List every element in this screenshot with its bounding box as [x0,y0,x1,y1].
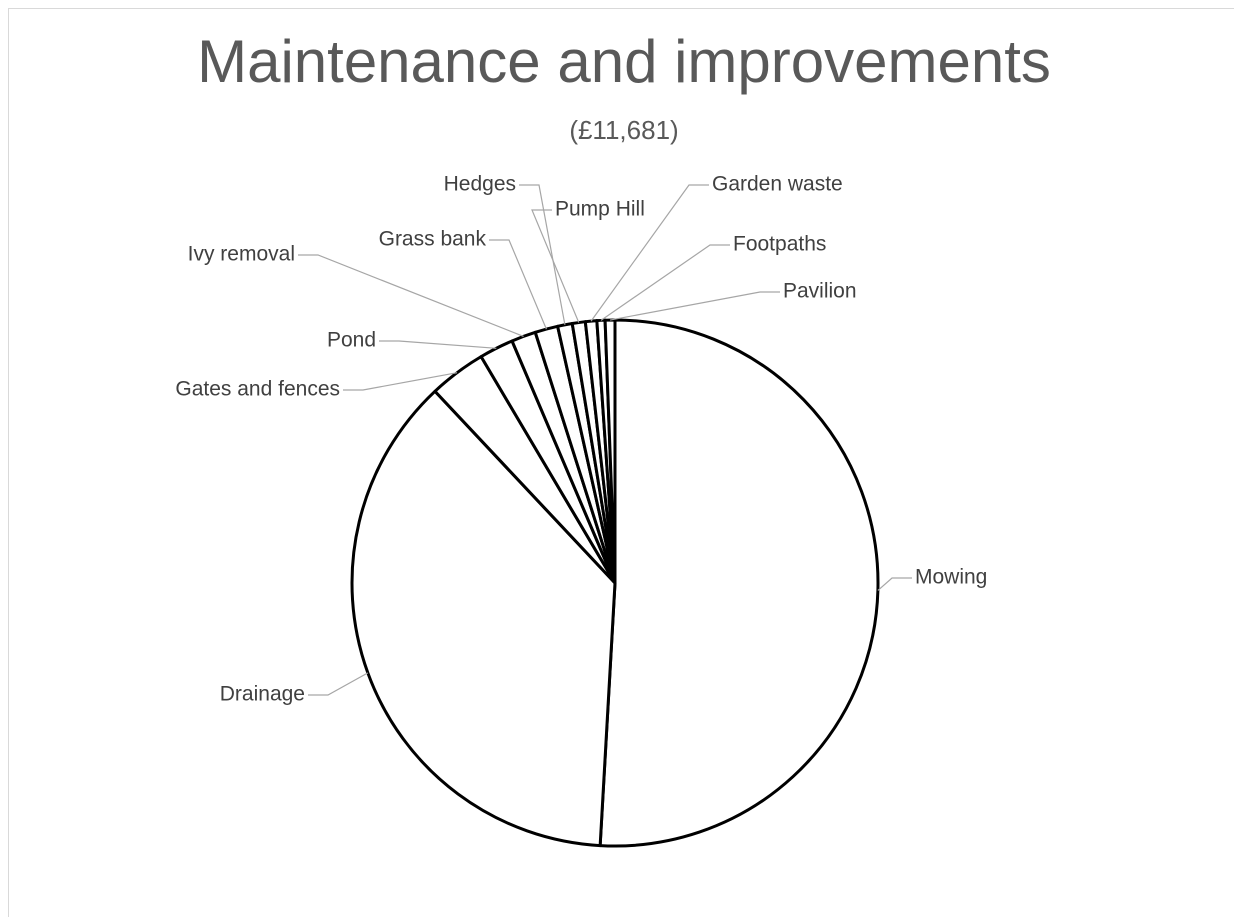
data-label: Pump Hill [555,198,645,221]
pie-slice [598,318,880,848]
leader-line [877,577,912,591]
chart-subtitle: (£11,681) [569,115,678,145]
leader-line [343,372,458,391]
data-label: Footpaths [733,233,826,256]
leader-line [609,291,780,321]
leader-line [519,184,566,325]
leader-line [531,209,580,323]
leader-line [590,184,709,322]
chart-frame [8,8,1234,917]
chart-title: Maintenance and improvements [197,28,1051,95]
data-label: Drainage [220,683,305,706]
leader-line [600,244,730,321]
data-label: Pond [327,329,376,352]
data-label: Gates and fences [175,378,340,401]
leader-line [298,254,524,337]
data-label: Ivy removal [188,243,295,266]
data-label: Pavilion [783,280,857,303]
data-label: Mowing [915,566,987,589]
data-label: Grass bank [379,228,487,251]
data-label: Hedges [444,173,516,196]
leader-line [489,239,547,330]
data-label: Garden waste [712,173,843,196]
pie-slice [603,318,617,585]
leader-line [379,340,497,349]
leader-line [308,672,369,696]
